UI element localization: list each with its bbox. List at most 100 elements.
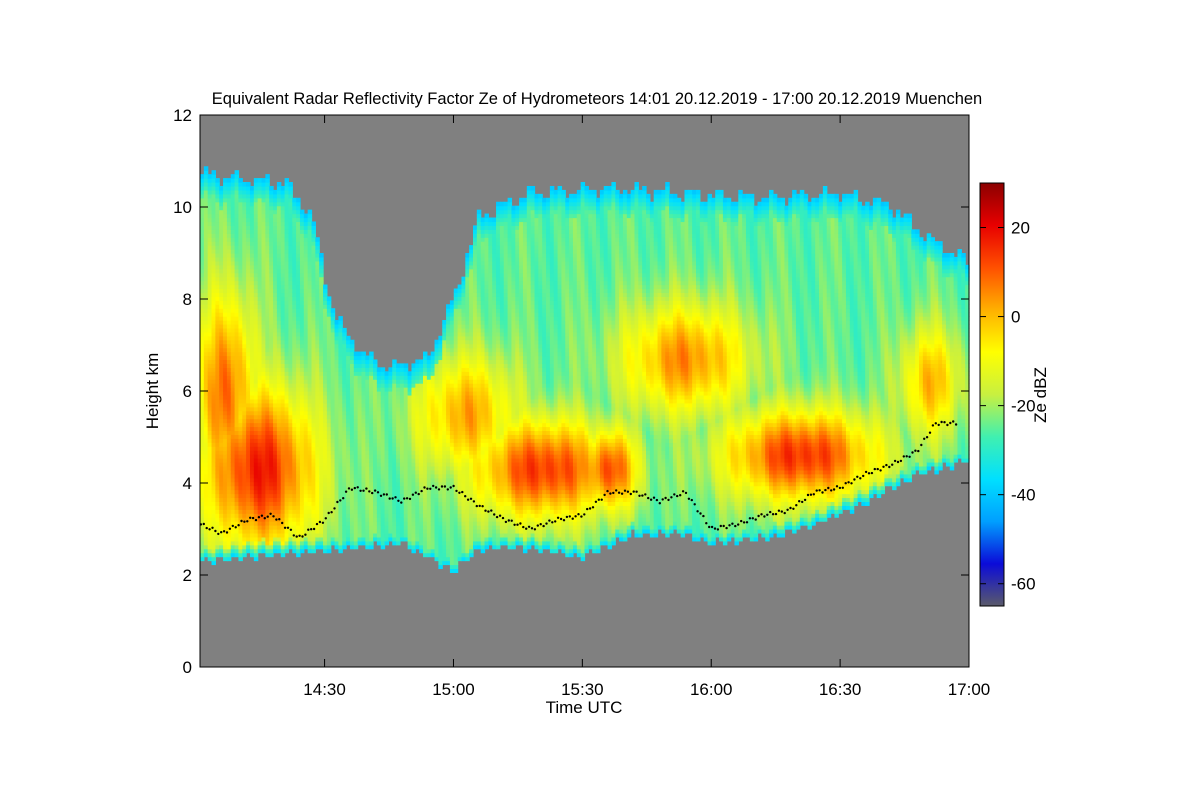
reflectivity-cell [434,536,439,542]
reflectivity-cell [334,363,340,368]
reflectivity-cell [426,379,432,384]
reflectivity-cell [430,454,436,459]
reflectivity-cell [238,532,243,538]
reflectivity-cell [226,209,232,215]
reflectivity-cell [461,363,466,368]
reflectivity-cell [226,473,232,479]
reflectivity-cell [361,446,366,451]
reflectivity-cell [342,331,347,337]
reflectivity-cell [403,367,409,372]
reflectivity-cell [411,485,416,491]
reflectivity-cell [203,477,209,483]
reflectivity-cell [315,375,320,380]
reflectivity-cell [430,446,436,451]
reflectivity-cell [249,233,255,238]
reflectivity-cell [403,532,409,538]
reflectivity-cell [346,359,351,364]
reflectivity-cell [407,513,413,518]
reflectivity-cell [330,525,336,530]
reflectivity-cell [388,489,393,495]
reflectivity-cell [249,323,255,329]
reflectivity-cell [365,450,370,455]
reflectivity-cell [207,233,213,238]
reflectivity-cell [334,375,340,380]
reflectivity-cell [369,391,374,396]
reflectivity-cell [207,174,213,179]
reflectivity-cell [438,355,443,361]
reflectivity-cell [326,446,332,451]
reflectivity-cell [423,355,428,361]
reflectivity-cell [223,193,228,199]
reflectivity-cell [299,253,305,258]
reflectivity-cell [269,237,274,242]
reflectivity-cell [276,493,282,499]
reflectivity-cell [273,268,278,274]
reflectivity-cell [319,256,324,262]
reflectivity-cell [334,383,340,388]
reflectivity-cell [246,288,251,294]
reflectivity-cell [207,178,213,183]
reflectivity-cell [338,501,343,506]
reflectivity-cell [438,379,443,384]
reflectivity-cell [446,367,451,372]
reflectivity-cell [342,529,347,534]
reflectivity-cell [411,383,416,388]
reflectivity-cell [253,272,259,278]
reflectivity-cell [446,489,451,495]
reflectivity-cell [330,489,336,495]
reflectivity-cell [299,296,305,301]
reflectivity-cell [242,394,247,400]
reflectivity-cell [423,458,428,463]
reflectivity-cell [265,391,270,396]
reflectivity-cell [423,544,428,550]
reflectivity-cell [203,398,209,404]
reflectivity-cell [415,379,420,384]
reflectivity-cell [234,347,240,353]
reflectivity-cell [319,300,324,305]
reflectivity-cell [326,481,332,487]
reflectivity-cell [249,410,255,416]
reflectivity-cell [365,505,370,510]
reflectivity-cell [280,197,286,203]
reflectivity-cell [369,477,374,483]
reflectivity-cell [261,493,266,499]
reflectivity-cell [392,394,397,400]
reflectivity-cell [319,264,324,270]
reflectivity-cell [419,367,424,372]
reflectivity-cell [315,323,320,329]
reflectivity-cell [223,217,228,223]
reflectivity-cell [203,536,209,542]
reflectivity-cell [434,394,439,400]
reflectivity-cell [215,465,220,471]
reflectivity-cell [246,391,251,396]
reflectivity-cell [257,260,263,266]
reflectivity-cell [342,450,347,455]
reflectivity-cell [430,485,436,491]
reflectivity-cell [299,461,305,467]
reflectivity-cell [226,256,232,262]
reflectivity-cell [223,185,228,191]
reflectivity-cell [253,383,259,388]
reflectivity-cell [215,517,220,522]
reflectivity-cell [253,410,259,416]
reflectivity-cell [303,426,309,432]
reflectivity-cell [223,371,228,376]
reflectivity-cell [434,544,439,550]
reflectivity-cell [449,501,455,506]
reflectivity-cell [357,367,363,372]
reflectivity-cell [303,489,309,495]
reflectivity-cell [307,458,313,463]
reflectivity-cell [280,327,286,333]
reflectivity-cell [388,375,393,380]
reflectivity-cell [453,430,459,435]
reflectivity-cell [461,544,466,550]
reflectivity-cell [311,450,316,455]
reflectivity-cell [353,485,359,491]
reflectivity-cell [200,552,205,558]
reflectivity-cell [238,225,243,230]
reflectivity-cell [249,288,255,294]
reflectivity-cell [219,209,224,215]
reflectivity-cell [253,339,259,345]
reflectivity-cell [338,469,343,475]
